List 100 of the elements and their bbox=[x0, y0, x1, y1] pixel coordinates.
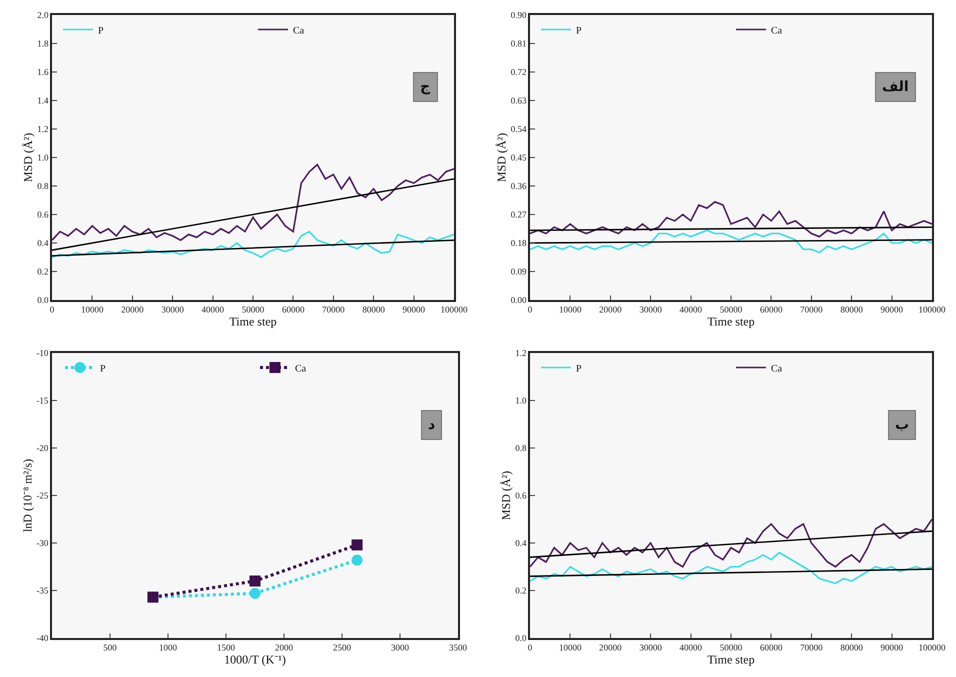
y-tick-label: 0.36 bbox=[510, 181, 527, 192]
x-tick-label: 3500 bbox=[449, 642, 468, 653]
y-tick-label: 0.45 bbox=[510, 152, 527, 163]
point bbox=[352, 554, 363, 566]
x-tick-label: 90000 bbox=[880, 304, 904, 315]
x-tick-label: 30000 bbox=[639, 304, 662, 315]
x-tick-label: 500 bbox=[103, 642, 118, 653]
x-tick-label: 80000 bbox=[840, 642, 864, 653]
line-series bbox=[530, 552, 932, 584]
y-tick-label: 1.2 bbox=[37, 124, 48, 134]
x-tick-label: 2500 bbox=[333, 642, 352, 653]
y-tick-label: 0.0 bbox=[515, 633, 527, 644]
legend-label: P bbox=[98, 25, 104, 36]
x-tick-label: 10000 bbox=[558, 304, 582, 315]
x-tick-label: 20000 bbox=[121, 304, 144, 315]
legend-label: Ca bbox=[771, 25, 783, 36]
point bbox=[250, 588, 260, 599]
y-tick-label: -15 bbox=[36, 396, 49, 406]
x-tick-label: 70000 bbox=[800, 642, 824, 653]
y-tick-label: 1.6 bbox=[37, 67, 49, 78]
line-series bbox=[52, 164, 454, 241]
y-tick-label: -25 bbox=[36, 490, 49, 501]
y-tick-label: 0.27 bbox=[510, 210, 527, 220]
y-axis-title: MSD (Å²) bbox=[494, 132, 508, 182]
annotation: ب bbox=[895, 417, 910, 433]
y-tick-label: 1.8 bbox=[37, 38, 49, 49]
point bbox=[352, 539, 363, 550]
x-tick-label: 0 bbox=[528, 304, 533, 315]
x-tick-label: 80000 bbox=[362, 304, 386, 315]
y-tick-label: 2.0 bbox=[37, 10, 49, 20]
y-tick-label: 0.09 bbox=[510, 266, 527, 277]
x-tick-label: 40000 bbox=[202, 304, 225, 315]
x-axis-title: 1000/T (K⁻¹) bbox=[224, 652, 286, 667]
x-tick-label: 100000 bbox=[918, 304, 946, 315]
x-axis-title: Time step bbox=[229, 314, 277, 329]
annotation: ج bbox=[420, 79, 431, 95]
y-tick-label: 0.8 bbox=[37, 181, 49, 192]
x-tick-label: 10000 bbox=[558, 642, 582, 653]
x-axis-title: Time step bbox=[707, 314, 755, 329]
y-axis-title: MSD (Å²) bbox=[499, 470, 513, 520]
y-tick-label: 0.63 bbox=[510, 96, 527, 106]
y-tick-label: 0.72 bbox=[510, 67, 526, 78]
x-tick-label: 50000 bbox=[242, 304, 265, 315]
legend-label: Ca bbox=[295, 363, 307, 374]
x-tick-label: 60000 bbox=[760, 642, 783, 653]
x-tick-label: 70000 bbox=[322, 304, 346, 315]
x-tick-label: 20000 bbox=[599, 304, 622, 315]
x-tick-label: 90000 bbox=[402, 304, 426, 315]
x-tick-label: 1000 bbox=[159, 642, 178, 653]
y-tick-label: 1.0 bbox=[515, 396, 527, 406]
y-tick-label: 0.8 bbox=[515, 443, 527, 454]
point bbox=[250, 576, 260, 586]
x-tick-label: 2000 bbox=[275, 642, 294, 653]
x-tick-label: 40000 bbox=[680, 642, 703, 653]
x-tick-label: 10000 bbox=[80, 304, 104, 315]
legend-label: P bbox=[576, 363, 582, 374]
x-tick-label: 30000 bbox=[161, 304, 184, 315]
y-axis-title: MSD (Å²) bbox=[21, 132, 35, 182]
y-tick-label: -10 bbox=[36, 348, 49, 358]
x-tick-label: 20000 bbox=[599, 642, 622, 653]
y-tick-label: 0.2 bbox=[515, 586, 526, 596]
x-tick-label: 80000 bbox=[840, 304, 864, 315]
y-axis-title: lnD (10⁻⁸ m²/s) bbox=[20, 458, 34, 532]
y-tick-label: 0.6 bbox=[515, 490, 527, 501]
y-tick-label: -20 bbox=[36, 443, 49, 454]
legend-label: P bbox=[576, 25, 582, 36]
annotation: الف bbox=[882, 79, 909, 95]
y-tick-label: -35 bbox=[36, 586, 49, 596]
y-tick-label: 0.90 bbox=[510, 10, 527, 20]
y-tick-label: 0.4 bbox=[515, 538, 527, 548]
y-tick-label: 0.4 bbox=[37, 238, 49, 248]
y-tick-label: 0.54 bbox=[510, 124, 527, 134]
x-tick-label: 3000 bbox=[391, 642, 410, 653]
x-tick-label: 50000 bbox=[720, 304, 743, 315]
x-tick-label: 50000 bbox=[720, 642, 743, 653]
legend-label: Ca bbox=[293, 25, 305, 36]
legend-label: P bbox=[100, 363, 106, 374]
annotation: د bbox=[428, 417, 436, 433]
line-series bbox=[530, 518, 932, 568]
y-tick-label: 1.2 bbox=[515, 348, 526, 358]
y-tick-label: 1.0 bbox=[37, 152, 49, 163]
x-tick-label: 1500 bbox=[217, 642, 236, 653]
y-tick-label: 1.4 bbox=[37, 96, 49, 106]
x-axis-title: Time step bbox=[707, 652, 755, 667]
y-tick-label: 0.2 bbox=[37, 266, 48, 277]
y-tick-label: 0.18 bbox=[510, 238, 527, 248]
y-tick-label: 0.6 bbox=[37, 210, 49, 220]
y-tick-label: -30 bbox=[36, 538, 49, 548]
y-tick-label: 0.81 bbox=[510, 38, 526, 49]
x-tick-label: 30000 bbox=[639, 642, 662, 653]
y-tick-label: 0.00 bbox=[510, 295, 527, 306]
x-tick-label: 0 bbox=[528, 642, 533, 653]
x-tick-label: 100000 bbox=[440, 304, 468, 315]
x-tick-label: 60000 bbox=[282, 304, 305, 315]
line-series bbox=[530, 201, 932, 238]
line-series bbox=[530, 230, 932, 254]
x-tick-label: 100000 bbox=[918, 642, 946, 653]
x-tick-label: 40000 bbox=[680, 304, 703, 315]
x-tick-label: 70000 bbox=[800, 304, 824, 315]
y-tick-label: 0.0 bbox=[37, 295, 49, 306]
